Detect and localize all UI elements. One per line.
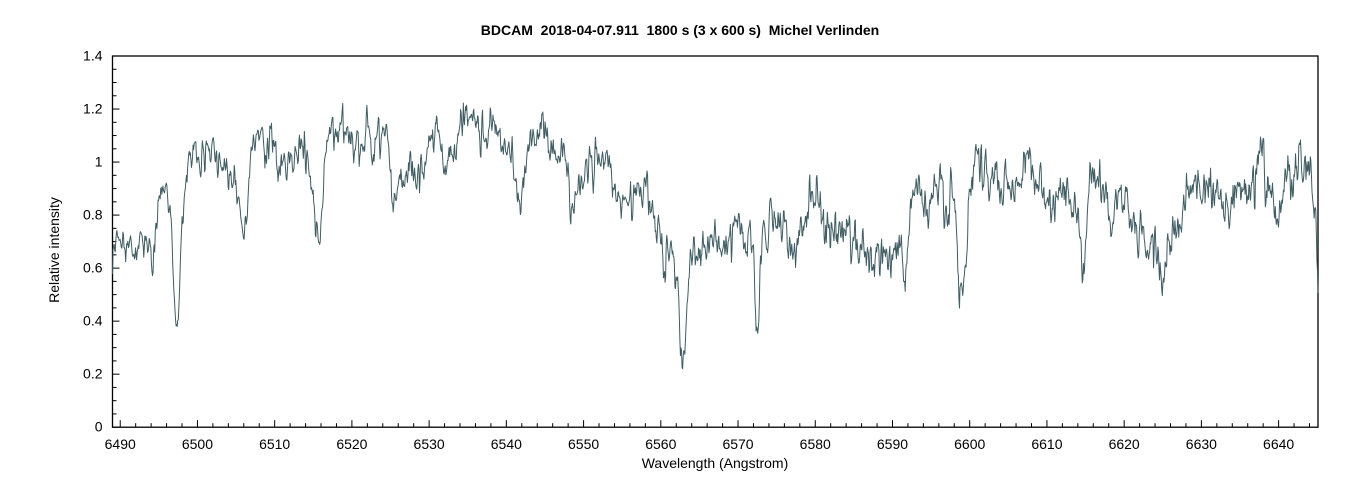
svg-text:1: 1 [95,154,103,170]
svg-text:6490: 6490 [105,436,136,452]
svg-text:0.8: 0.8 [83,207,103,223]
svg-text:6540: 6540 [491,436,522,452]
svg-text:6610: 6610 [1031,436,1062,452]
svg-text:6590: 6590 [877,436,908,452]
svg-text:6630: 6630 [1186,436,1217,452]
svg-text:6530: 6530 [414,436,445,452]
svg-text:1.2: 1.2 [83,101,103,117]
svg-text:6500: 6500 [182,436,213,452]
svg-text:0: 0 [95,419,103,435]
svg-text:0.2: 0.2 [83,366,103,382]
svg-text:6550: 6550 [568,436,599,452]
svg-text:6600: 6600 [954,436,985,452]
svg-text:6570: 6570 [722,436,753,452]
svg-text:6580: 6580 [800,436,831,452]
svg-text:6620: 6620 [1109,436,1140,452]
svg-text:1.4: 1.4 [83,48,103,64]
svg-text:6520: 6520 [336,436,367,452]
svg-text:6510: 6510 [259,436,290,452]
svg-text:0.4: 0.4 [83,313,103,329]
svg-text:0.6: 0.6 [83,260,103,276]
svg-text:6640: 6640 [1263,436,1294,452]
svg-text:6560: 6560 [645,436,676,452]
